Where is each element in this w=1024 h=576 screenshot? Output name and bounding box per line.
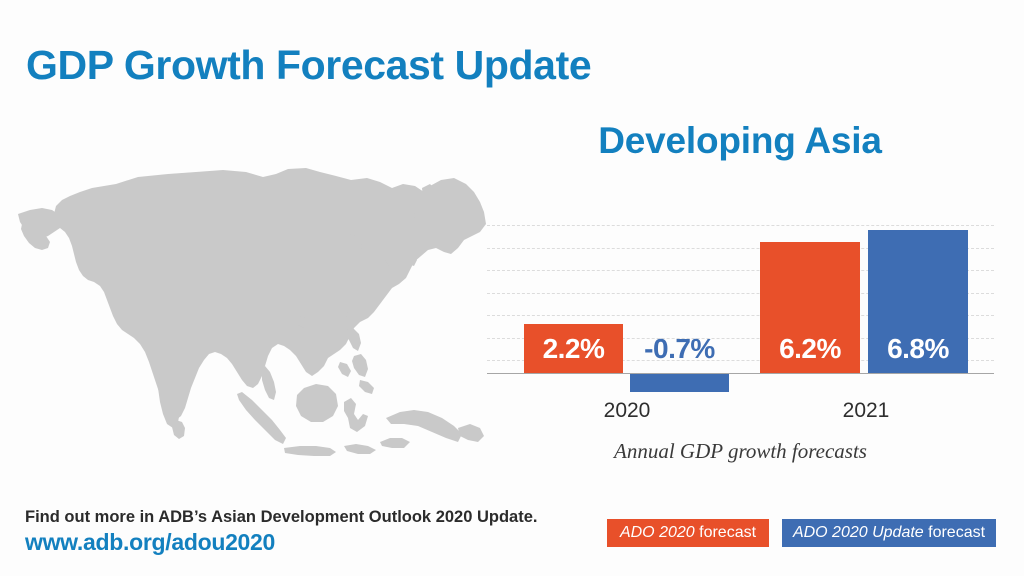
gridline [487,293,994,294]
gridline [487,315,994,316]
gridline [487,270,994,271]
footer-note: Find out more in ADB’s Asian Development… [25,508,538,526]
footer-url-link[interactable]: www.adb.org/adou2020 [25,529,276,555]
legend-update-emphasis: ADO 2020 Update [792,524,924,541]
legend-ado-emphasis: ADO 2020 [619,524,695,541]
chart-caption: Annual GDP growth forecasts [614,439,867,463]
asia-map [18,166,488,496]
bar-2020-update [630,374,729,392]
bar-label-2020-ado: 2.2% [542,333,605,364]
page-title: GDP Growth Forecast Update [26,42,592,88]
legend-update-plain: forecast [923,524,986,541]
legend-item-ado-forecast[interactable]: ADO 2020 forecast [607,519,769,547]
bar-label-2021-update: 6.8% [887,333,949,364]
legend-item-ado-update-forecast[interactable]: ADO 2020 Update forecast [782,519,996,547]
bar-label-2021-ado: 6.2% [779,333,841,364]
bar-label-2020-update: -0.7% [644,333,715,364]
chart-heading: Developing Asia [598,120,882,161]
gridline [487,248,994,249]
gridline [487,338,994,339]
chart-plot-area [487,218,994,378]
bar-2021-ado: 6.2% [760,242,860,373]
legend-ado-plain: forecast [694,524,757,541]
asia-map-icon [18,168,486,456]
gridline [487,360,994,361]
axis-label-2021: 2021 [842,399,890,422]
chart-axis-line [487,373,994,374]
chart-panel: Developing Asia [480,120,1008,480]
bar-2020-ado: 2.2% [524,324,623,373]
gridline [487,225,994,226]
axis-label-2020: 2020 [603,399,651,422]
bar-2021-update: 6.8% [868,230,968,373]
